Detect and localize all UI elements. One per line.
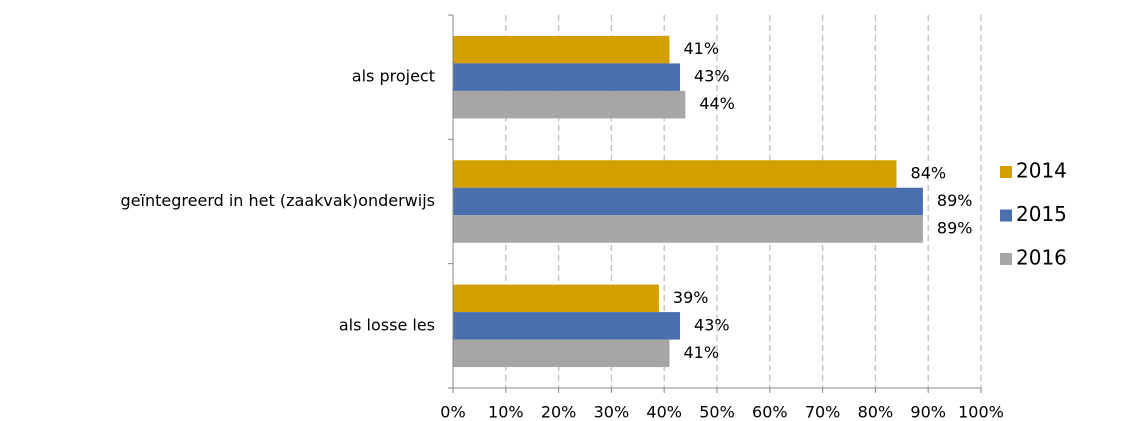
x-tick-label: 30% — [594, 403, 630, 421]
x-tick-label: 80% — [858, 403, 894, 421]
y-tick-label: als project — [352, 67, 435, 86]
bar — [453, 90, 686, 119]
data-label: 39% — [673, 288, 709, 307]
bar — [453, 312, 681, 340]
legend-label: 2015 — [1016, 202, 1067, 226]
data-label: 84% — [911, 164, 947, 183]
legend-swatch — [1000, 253, 1012, 265]
bar — [453, 284, 659, 313]
data-label: 89% — [937, 219, 973, 238]
bar — [453, 187, 923, 216]
x-tick-label: 100% — [958, 403, 1004, 421]
data-label: 43% — [694, 67, 730, 86]
data-label: 43% — [694, 315, 730, 334]
data-label: 89% — [937, 191, 973, 210]
x-tick-label: 0% — [440, 403, 465, 421]
data-label: 41% — [683, 343, 719, 362]
bar — [453, 160, 897, 188]
y-tick-label: als losse les — [339, 315, 435, 334]
x-tick-label: 10% — [488, 403, 524, 421]
bar — [453, 215, 923, 243]
y-tick-label: geïntegreerd in het (zaakvak)onderwijs — [121, 191, 435, 210]
legend-label: 2016 — [1016, 246, 1067, 270]
bar — [453, 35, 670, 64]
legend-swatch — [1000, 209, 1012, 222]
legend-swatch — [1000, 166, 1012, 178]
legend-label: 2014 — [1016, 159, 1067, 183]
bar — [453, 63, 681, 91]
x-tick-label: 20% — [541, 403, 577, 421]
data-label: 44% — [699, 94, 735, 113]
x-tick-label: 40% — [646, 403, 682, 421]
x-tick-label: 50% — [699, 403, 735, 421]
x-tick-label: 90% — [910, 403, 946, 421]
x-tick-label: 60% — [752, 403, 788, 421]
data-label: 41% — [683, 39, 719, 58]
x-tick-label: 70% — [805, 403, 841, 421]
bar — [453, 339, 670, 368]
